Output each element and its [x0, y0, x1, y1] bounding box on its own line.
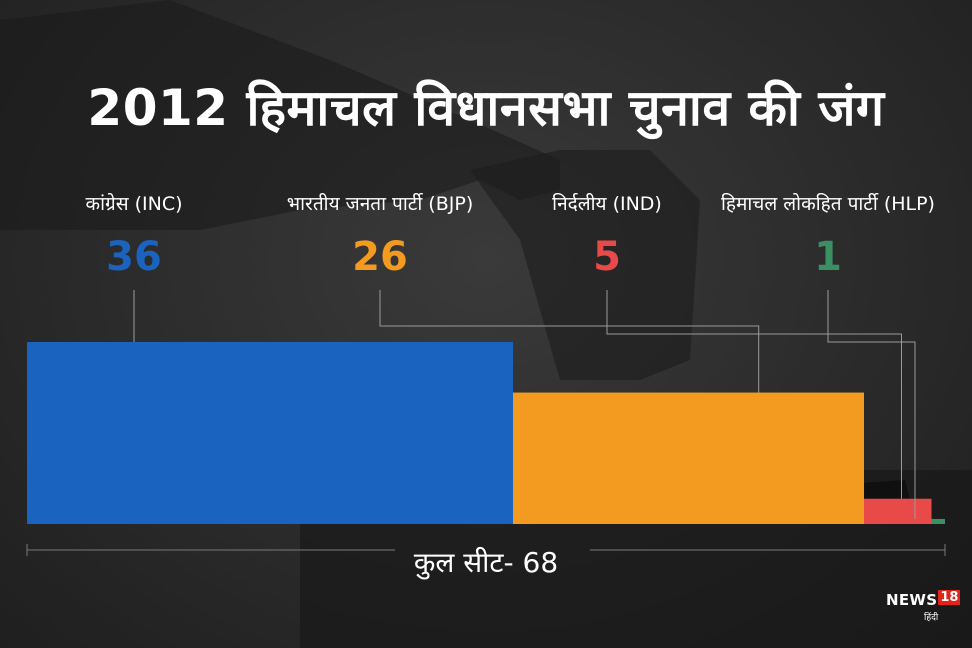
connector-2 — [606, 290, 902, 499]
bar-2 — [864, 498, 932, 524]
party-value-3: 1 — [814, 234, 842, 280]
connector-3 — [827, 290, 916, 519]
party-value-0: 36 — [106, 234, 162, 280]
party-label-1: भारतीय जनता पार्टी (BJP) — [286, 193, 474, 215]
party-value-1: 26 — [352, 234, 408, 280]
party-label-3: हिमाचल लोकहित पार्टी (HLP) — [721, 193, 935, 215]
total-seats-label: कुल सीट- 68 — [413, 546, 559, 579]
party-value-2: 5 — [593, 234, 621, 280]
bar-3 — [931, 518, 945, 524]
page-title: 2012 हिमाचल विधानसभा चुनाव की जंग — [87, 79, 885, 137]
brand-subtitle: हिंदी — [924, 613, 939, 623]
brand-name: NEWS — [886, 591, 938, 609]
bar-1 — [513, 392, 864, 524]
news18-logo: NEWS 18 हिंदी — [886, 590, 961, 623]
connector-1 — [379, 290, 760, 393]
party-label-2: निर्दलीय (IND) — [552, 193, 662, 215]
brand-number: 18 — [938, 590, 961, 605]
party-label-0: कांग्रेस (INC) — [85, 193, 183, 215]
bar-0 — [27, 342, 513, 524]
